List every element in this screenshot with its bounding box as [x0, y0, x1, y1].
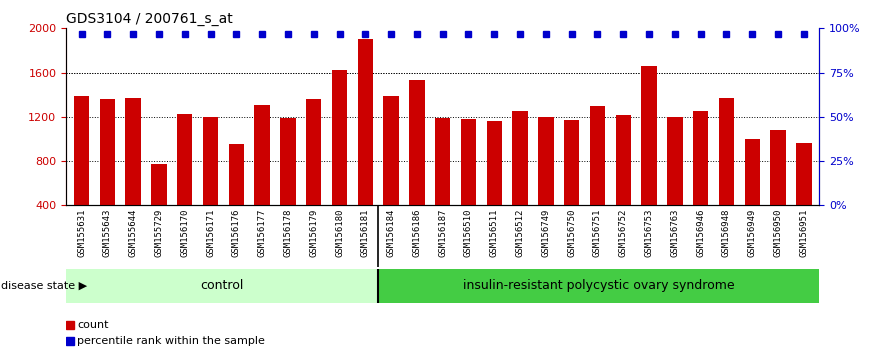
- Text: GSM156752: GSM156752: [618, 209, 628, 257]
- Text: GSM156950: GSM156950: [774, 209, 782, 257]
- Text: GSM156949: GSM156949: [748, 209, 757, 257]
- Bar: [100, 99, 115, 250]
- Text: GSM156177: GSM156177: [257, 209, 267, 257]
- Text: GSM156184: GSM156184: [387, 209, 396, 257]
- Bar: [589, 106, 605, 250]
- Bar: [719, 98, 734, 250]
- Bar: [306, 99, 322, 250]
- Bar: [228, 144, 244, 250]
- Bar: [744, 139, 760, 250]
- Bar: [125, 98, 141, 250]
- Text: GSM156176: GSM156176: [232, 209, 241, 257]
- Bar: [177, 114, 192, 250]
- Text: GSM155729: GSM155729: [154, 209, 164, 257]
- Text: GSM156511: GSM156511: [490, 209, 499, 257]
- Text: GSM155643: GSM155643: [103, 209, 112, 257]
- Text: GSM156948: GSM156948: [722, 209, 731, 257]
- Text: insulin-resistant polycystic ovary syndrome: insulin-resistant polycystic ovary syndr…: [463, 279, 735, 292]
- Bar: [461, 119, 477, 250]
- Text: GSM156170: GSM156170: [181, 209, 189, 257]
- Text: GSM156510: GSM156510: [464, 209, 473, 257]
- Bar: [378, 269, 819, 303]
- Bar: [486, 121, 502, 250]
- Text: GSM156181: GSM156181: [361, 209, 370, 257]
- Text: GSM156749: GSM156749: [542, 209, 551, 257]
- Bar: [152, 164, 167, 250]
- Text: percentile rank within the sample: percentile rank within the sample: [78, 336, 265, 346]
- Bar: [409, 80, 425, 250]
- Text: disease state ▶: disease state ▶: [1, 281, 87, 291]
- Text: GSM156763: GSM156763: [670, 209, 679, 257]
- Bar: [332, 70, 347, 250]
- Bar: [616, 115, 631, 250]
- Text: count: count: [78, 320, 108, 330]
- Text: GSM156751: GSM156751: [593, 209, 602, 257]
- Text: control: control: [200, 279, 244, 292]
- Text: GSM156753: GSM156753: [645, 209, 654, 257]
- Bar: [383, 96, 399, 250]
- Bar: [770, 130, 786, 250]
- Text: GSM155631: GSM155631: [77, 209, 86, 257]
- Bar: [66, 269, 378, 303]
- Bar: [203, 117, 218, 250]
- Bar: [538, 117, 553, 250]
- Bar: [564, 120, 580, 250]
- Text: GSM156186: GSM156186: [412, 209, 421, 257]
- Text: GSM156512: GSM156512: [515, 209, 524, 257]
- Bar: [667, 117, 683, 250]
- Bar: [280, 118, 296, 250]
- Text: GSM156951: GSM156951: [799, 209, 809, 257]
- Bar: [693, 111, 708, 250]
- Text: GSM156187: GSM156187: [438, 209, 448, 257]
- Text: GSM156750: GSM156750: [567, 209, 576, 257]
- Text: GSM156946: GSM156946: [696, 209, 705, 257]
- Bar: [358, 39, 373, 250]
- Bar: [513, 111, 528, 250]
- Bar: [74, 96, 89, 250]
- Bar: [641, 66, 657, 250]
- Text: GSM156179: GSM156179: [309, 209, 318, 257]
- Bar: [255, 105, 270, 250]
- Text: GSM155644: GSM155644: [129, 209, 137, 257]
- Text: GSM156171: GSM156171: [206, 209, 215, 257]
- Bar: [796, 143, 811, 250]
- Bar: [435, 118, 450, 250]
- Text: GSM156178: GSM156178: [284, 209, 292, 257]
- Text: GDS3104 / 200761_s_at: GDS3104 / 200761_s_at: [66, 12, 233, 26]
- Text: GSM156180: GSM156180: [335, 209, 344, 257]
